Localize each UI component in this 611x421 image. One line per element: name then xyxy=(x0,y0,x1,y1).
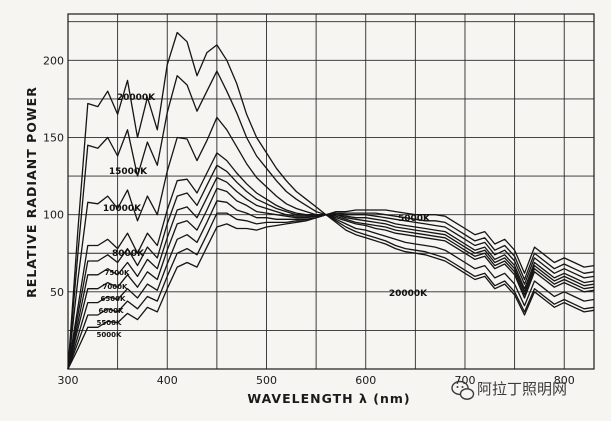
x-axis-label: WAVELENGTH λ (nm) xyxy=(247,391,410,406)
series-line-10000K xyxy=(67,116,595,370)
y-axis-label: RELATIVE RADIANT POWER xyxy=(24,86,39,298)
y-tick-label: 50 xyxy=(50,286,64,299)
series-line-5500K xyxy=(67,212,595,370)
series-line-5000K xyxy=(67,209,595,370)
x-tick-label: 800 xyxy=(554,374,575,387)
plot-frame xyxy=(67,13,595,370)
series-label: 7000K xyxy=(103,283,128,291)
grid xyxy=(68,14,594,369)
series-line-20000K xyxy=(67,31,595,370)
series-label: 20000K xyxy=(117,93,156,103)
x-tick-label: 700 xyxy=(454,374,475,387)
series-line-7500K xyxy=(67,164,595,370)
annotation-hot-end: 20000K xyxy=(389,289,428,299)
y-tick-label: 150 xyxy=(43,131,64,144)
series-line-6500K xyxy=(67,187,595,370)
annotation-cool-end: 5000K xyxy=(398,214,431,224)
series-line-8000K xyxy=(67,152,595,370)
y-tick-label: 200 xyxy=(43,54,64,67)
watermark: 阿拉丁照明网 xyxy=(451,380,567,400)
series-label: 15000K xyxy=(109,167,148,177)
x-tick-label: 600 xyxy=(355,374,376,387)
x-tick-label: 300 xyxy=(58,374,79,387)
x-tick-label: 500 xyxy=(256,374,277,387)
series-label: 6500K xyxy=(101,295,126,303)
axis-ticks: 300 400 500 600 700 800 50 100 150 200 xyxy=(43,54,575,387)
series-labels: 20000K 15000K 10000K 8000K 7500K 7000K 6500K 60… xyxy=(97,93,431,339)
series-label: 10000K xyxy=(103,204,142,214)
y-tick-label: 100 xyxy=(43,209,64,222)
series-label: 6000K xyxy=(99,307,124,315)
series-line-15000K xyxy=(67,70,595,370)
series-label: 5000K xyxy=(97,331,122,339)
series-lines xyxy=(67,31,595,370)
x-tick-label: 400 xyxy=(157,374,178,387)
series-label: 8000K xyxy=(112,249,145,259)
series-label: 7500K xyxy=(105,269,130,277)
watermark-text: 阿拉丁照明网 xyxy=(477,380,567,398)
series-label: 5500K xyxy=(97,319,122,327)
wechat-icon xyxy=(451,380,475,400)
